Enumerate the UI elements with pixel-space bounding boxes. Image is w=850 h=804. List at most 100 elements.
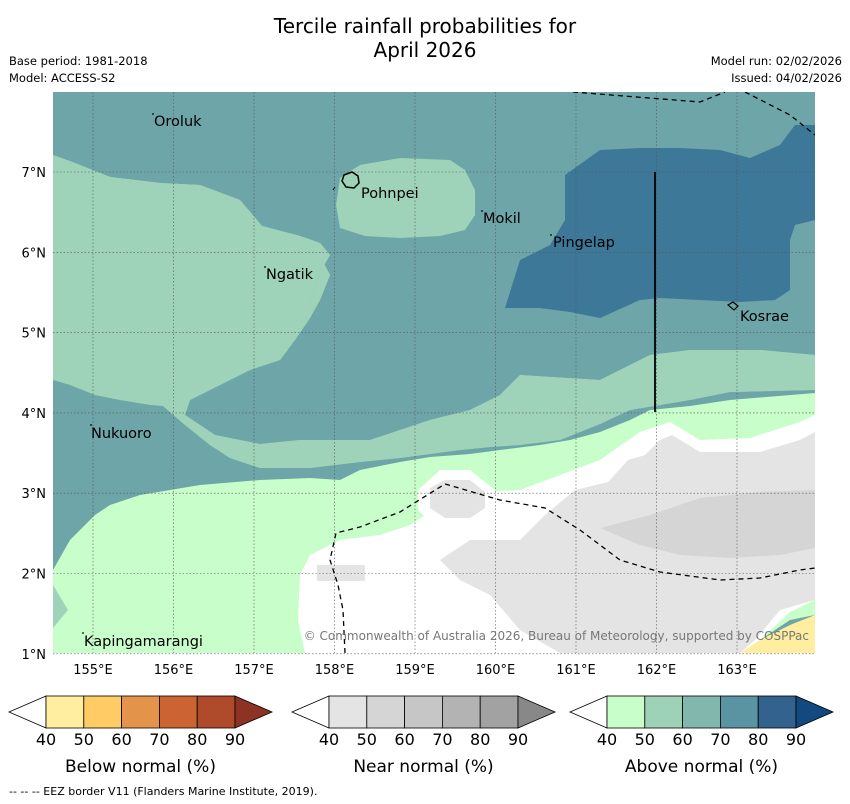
colorbar-low-triangle (568, 695, 608, 729)
lat-tick-label: 7°N (22, 166, 47, 181)
place-nukuoro: Nukuoro (91, 426, 152, 442)
lat-tick-label: 1°N (22, 648, 47, 663)
colorbar-segment (196, 695, 236, 729)
lon-tick-label: 155°E (73, 663, 113, 678)
colorbar-tick: 50 (635, 730, 655, 749)
copyright: © Commonwealth of Australia 2026, Bureau… (304, 629, 809, 643)
region-near-50-60 (600, 490, 815, 558)
colorbar-low-triangle (7, 695, 47, 729)
graticule (53, 92, 815, 655)
place-ngatik: Ngatik (266, 267, 314, 283)
colorbar-tick: 40 (597, 730, 617, 749)
marker-ngatik (264, 266, 266, 268)
colorbar-segment (404, 695, 443, 729)
colorbar-high-triangle (517, 695, 557, 729)
lon-tick-label: 163°E (717, 663, 757, 678)
region-above-70-80 (505, 125, 815, 318)
colorbar-segment (720, 695, 759, 729)
colorbar-tick: 90 (786, 730, 806, 749)
lon-labels: 155°E 156°E 157°E 158°E 159°E 160°E 161°E 162°E… (73, 663, 757, 678)
marker-oroluk (152, 113, 154, 115)
title-line-2: April 2026 (373, 38, 477, 62)
colorbar-segment (479, 695, 519, 729)
place-oroluk: Oroluk (154, 114, 202, 130)
region-near-island (430, 480, 485, 518)
region-above-50-60-west (53, 155, 330, 406)
colorbar-segment (83, 695, 123, 729)
colorbar-segment (441, 695, 481, 729)
place-labels: Oroluk Pohnpei Mokil Pingelap Ngatik Kos… (84, 114, 789, 650)
lon-tick-label: 157°E (234, 663, 274, 678)
place-kosrae: Kosrae (740, 309, 789, 325)
lat-tick-label: 4°N (22, 407, 47, 422)
colorbar-segment (644, 695, 683, 729)
place-mokil: Mokil (483, 211, 521, 227)
marker-nukuoro (90, 424, 92, 426)
lat-tick-label: 3°N (22, 487, 47, 502)
lon-tick-label: 162°E (637, 663, 677, 678)
lat-tick-label: 5°N (22, 327, 47, 342)
title-line-1: Tercile rainfall probabilities for (273, 14, 577, 38)
colorbar-tick: 90 (225, 730, 245, 749)
colorbar-tick: 40 (319, 730, 339, 749)
colorbar-tick: 80 (470, 730, 490, 749)
colorbar-3: 40 50 60 70 80 90 Above normal (%) (568, 695, 835, 777)
lon-tick-label: 156°E (154, 663, 194, 678)
region-near-small (317, 565, 365, 581)
lat-labels: 7°N 6°N 5°N 4°N 3°N 2°N 1°N (22, 166, 47, 663)
colorbar-segment (682, 695, 721, 729)
colorbars: 40 50 60 70 80 90 Below normal (%) 40 50 60 70 80 90… (7, 695, 835, 777)
colorbar-tick: 70 (432, 730, 452, 749)
lon-tick-label: 159°E (395, 663, 435, 678)
colorbar-segment (45, 695, 85, 729)
place-kapingamarangi: Kapingamarangi (84, 634, 203, 650)
colorbar-segment (366, 695, 405, 729)
colorbar-tick: 60 (672, 730, 692, 749)
colorbar-segment (328, 695, 368, 729)
colorbar-tick: 70 (710, 730, 730, 749)
lon-tick-label: 160°E (476, 663, 516, 678)
colorbar-tick: 90 (508, 730, 528, 749)
meta-right: Model run: 02/02/2026 Issued: 04/02/2026 (711, 53, 842, 87)
colorbar-label: Above normal (%) (625, 757, 778, 777)
colorbar-tick: 50 (357, 730, 377, 749)
colorbar-label: Near normal (%) (353, 757, 493, 777)
eez-borders (329, 92, 815, 653)
colorbar-tick: 70 (149, 730, 169, 749)
base-period: Base period: 1981-2018 (9, 54, 148, 68)
eez-north (572, 92, 726, 103)
marker-pingelap (550, 234, 552, 236)
region-near-40-50 (440, 432, 815, 653)
footer-note: -- -- -- EEZ border V11 (Flanders Marine… (9, 785, 318, 798)
place-pingelap: Pingelap (553, 235, 615, 251)
colorbar-segment (606, 695, 646, 729)
colorbar-tick: 50 (74, 730, 94, 749)
chart-title: Tercile rainfall probabilities for April… (0, 14, 850, 62)
lon-tick-label: 161°E (556, 663, 596, 678)
region-above-50-60-pohnpei (336, 158, 475, 238)
map-fill (53, 92, 815, 653)
marker-kapingamarangi (82, 632, 84, 634)
colorbar-low-triangle (290, 695, 330, 729)
region-above-50-60-south (53, 585, 68, 628)
colorbar-segment (158, 695, 198, 729)
region-above-50-60-fill (53, 155, 815, 468)
model-run: Model run: 02/02/2026 (710, 54, 842, 68)
region-below-40-50 (740, 615, 815, 653)
colorbar-tick: 60 (111, 730, 131, 749)
colorbar-tick: 40 (36, 730, 56, 749)
colorbar-tick: 60 (394, 730, 414, 749)
lat-tick-label: 2°N (22, 568, 47, 583)
pohnpei-island (341, 171, 360, 189)
ant-atoll (332, 186, 336, 191)
place-markers (82, 113, 552, 634)
lon-tick-label: 158°E (315, 663, 355, 678)
colorbar-segment (121, 695, 160, 729)
model-name: Model: ACCESS-S2 (9, 71, 116, 85)
colorbar-segment (757, 695, 797, 729)
issued-date: Issued: 04/02/2026 (731, 71, 842, 85)
colorbar-tick: 80 (187, 730, 207, 749)
colorbar-high-triangle (234, 695, 274, 729)
place-pohnpei: Pohnpei (361, 186, 419, 202)
